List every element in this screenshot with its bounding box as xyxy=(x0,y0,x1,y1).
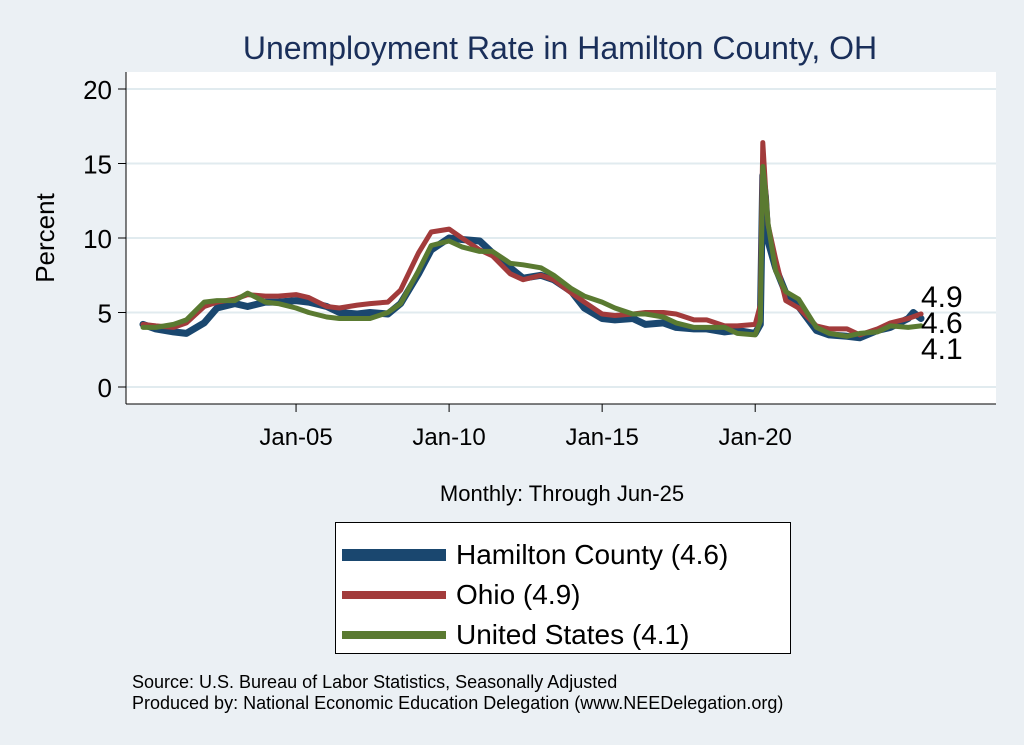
end-label-ohio: 4.9 xyxy=(921,281,963,314)
chart-title: Unemployment Rate in Hamilton County, OH xyxy=(243,30,877,66)
legend-item-ohio: Ohio (4.9) xyxy=(336,575,790,615)
end-marker-hamilton xyxy=(918,315,924,321)
producer-note: Produced by: National Economic Education… xyxy=(132,693,784,713)
x-tick-label-Jan-05: Jan-05 xyxy=(259,424,332,451)
legend-swatch-us xyxy=(342,631,446,639)
series-line-ohio xyxy=(140,140,924,338)
y-tick-label-0: 0 xyxy=(98,373,112,403)
y-tick-label-10: 10 xyxy=(83,224,112,254)
legend-label-ohio: Ohio (4.9) xyxy=(456,579,581,610)
series-lines xyxy=(139,140,925,342)
y-tick-label-5: 5 xyxy=(98,299,112,329)
legend: Hamilton County (4.6) Ohio (4.9) United … xyxy=(335,522,791,654)
end-label-hamilton: 4.6 xyxy=(921,307,963,340)
x-tick-label-Jan-10: Jan-10 xyxy=(412,424,485,451)
x-tick-label-Jan-20: Jan-20 xyxy=(719,424,792,451)
axes: 0 5 10 15 20 Jan-05 Jan-10 Jan-15 Jan-20 4.64.9 4.… xyxy=(83,72,996,451)
end-marker-us xyxy=(918,323,924,329)
end-marker-ohio xyxy=(918,311,924,317)
legend-label-hamilton: Hamilton County (4.6) xyxy=(456,539,729,570)
legend-item-hamilton: Hamilton County (4.6) xyxy=(336,535,790,575)
series-line-us xyxy=(140,164,924,339)
x-tick-label-Jan-15: Jan-15 xyxy=(565,424,638,451)
grid-lines xyxy=(126,88,996,388)
y-tick-label-15: 15 xyxy=(83,150,112,180)
legend-swatch-hamilton xyxy=(342,549,446,561)
legend-swatch-ohio xyxy=(342,591,446,599)
source-note: Source: U.S. Bureau of Labor Statistics,… xyxy=(132,672,618,692)
y-tick-label-20: 20 xyxy=(83,75,112,105)
end-label-us: 4.1 xyxy=(921,333,963,366)
legend-label-us: United States (4.1) xyxy=(456,619,690,650)
y-axis-label: Percent xyxy=(30,192,60,282)
legend-item-us: United States (4.1) xyxy=(336,615,790,655)
x-axis-label: Monthly: Through Jun-25 xyxy=(440,481,684,506)
